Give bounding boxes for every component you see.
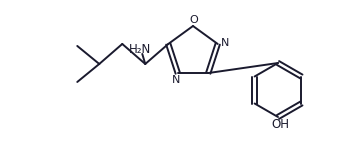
Text: OH: OH <box>271 118 289 130</box>
Text: O: O <box>189 15 198 25</box>
Text: N: N <box>221 38 229 48</box>
Text: H₂N: H₂N <box>129 43 152 56</box>
Text: N: N <box>172 75 180 85</box>
